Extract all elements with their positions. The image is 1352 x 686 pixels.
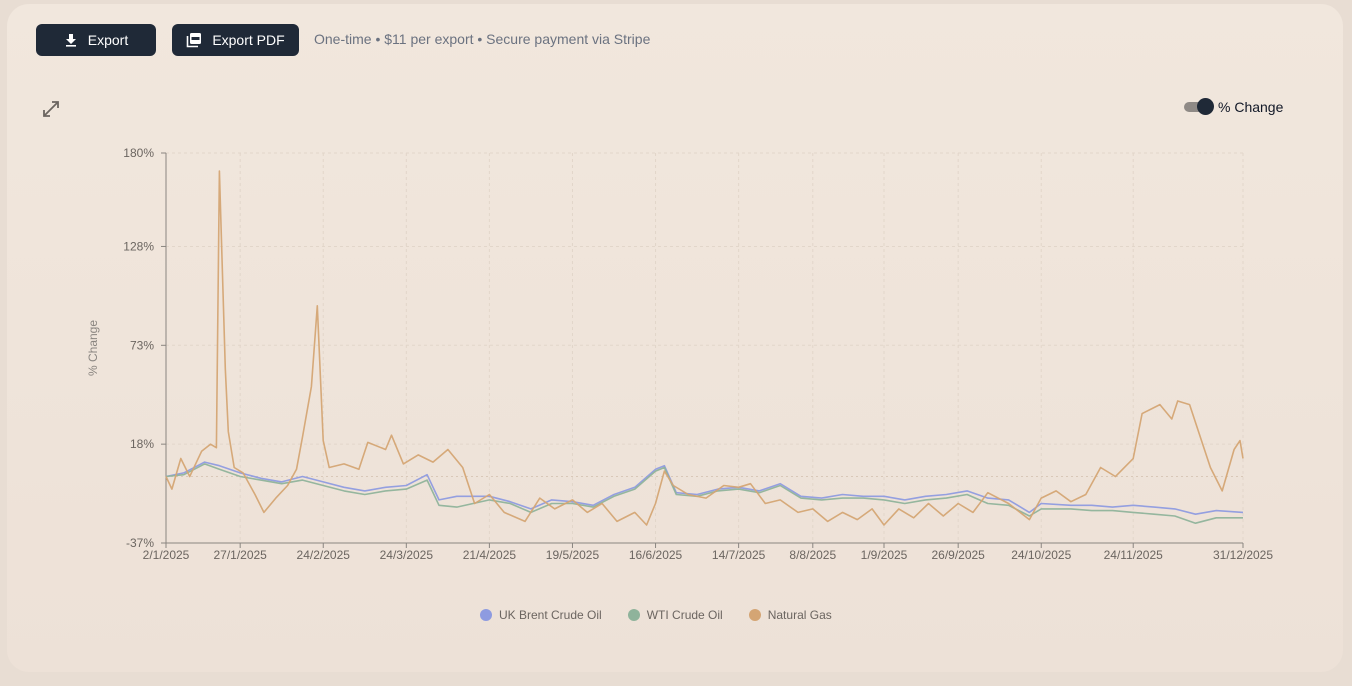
chart-legend: UK Brent Crude Oil WTI Crude Oil Natural G… (480, 608, 832, 622)
series-line (165, 463, 1243, 524)
y-axis-label: % Change (86, 320, 100, 376)
y-tick-label: -37% (126, 536, 154, 550)
x-tick-label: 19/5/2025 (546, 548, 600, 562)
x-tick-label: 31/12/2025 (1213, 548, 1273, 562)
x-tick-label: 27/1/2025 (213, 548, 267, 562)
pdf-icon (187, 33, 202, 48)
toggle-knob (1197, 98, 1214, 115)
x-tick-label: 8/8/2025 (789, 548, 836, 562)
legend-label: UK Brent Crude Oil (499, 608, 602, 622)
export-pdf-label: Export PDF (212, 32, 285, 48)
legend-swatch (480, 609, 492, 621)
legend-swatch (627, 609, 640, 621)
export-button[interactable]: Export (36, 24, 156, 56)
x-tick-label: 16/6/2025 (629, 548, 683, 562)
legend-item[interactable]: WTI Crude Oil (627, 608, 723, 622)
toggle-label: % Change (1218, 99, 1284, 115)
legend-swatch (748, 609, 761, 621)
legend-label: WTI Crude Oil (646, 608, 723, 622)
export-label: Export (87, 32, 129, 48)
series-line (165, 170, 1244, 526)
x-tick-label: 14/7/2025 (712, 548, 766, 562)
chart-card (7, 4, 1343, 672)
expand-icon[interactable] (41, 99, 61, 119)
y-tick-label: 128% (123, 239, 154, 253)
x-tick-label: 26/9/2025 (931, 548, 985, 562)
download-icon (65, 34, 76, 47)
series-line (165, 461, 1244, 515)
y-tick-label: 18% (130, 437, 154, 451)
x-tick-label: 21/4/2025 (463, 548, 517, 562)
legend-item[interactable]: UK Brent Crude Oil (480, 608, 602, 622)
export-pricing-note: One-time • $11 per export • Secure payme… (314, 31, 651, 47)
x-tick-label: 1/9/2025 (861, 548, 908, 562)
x-tick-label: 24/2/2025 (297, 548, 351, 562)
toggle-track (1184, 98, 1214, 115)
x-tick-label: 24/11/2025 (1104, 548, 1163, 562)
y-tick-label: 180% (123, 146, 154, 160)
x-tick-label: 2/1/2025 (143, 548, 190, 562)
y-tick-label: 73% (130, 338, 154, 352)
x-tick-label: 24/10/2025 (1011, 548, 1071, 562)
x-tick-label: 24/3/2025 (380, 548, 434, 562)
legend-item[interactable]: Natural Gas (748, 608, 832, 622)
export-pdf-button[interactable]: Export PDF (172, 24, 299, 56)
percent-change-toggle[interactable]: % Change (1184, 98, 1284, 115)
legend-label: Natural Gas (767, 608, 832, 622)
